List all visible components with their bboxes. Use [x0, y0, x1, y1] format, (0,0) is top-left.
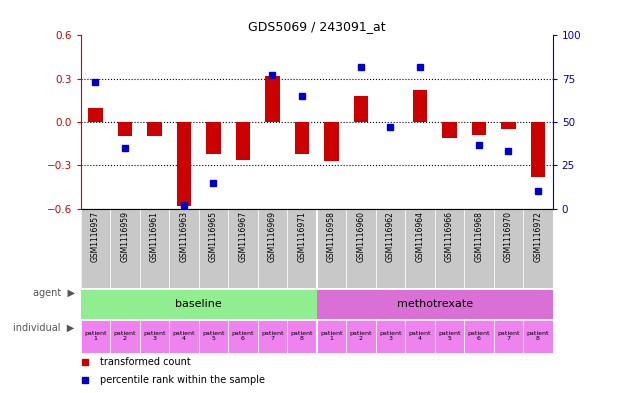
Text: agent  ▶: agent ▶	[32, 288, 75, 298]
Bar	[317, 290, 553, 319]
Bar	[317, 209, 347, 288]
Bar	[464, 321, 494, 353]
Text: patient
5: patient 5	[202, 331, 225, 342]
Bar	[347, 209, 376, 288]
Bar	[294, 122, 309, 154]
Bar	[140, 209, 169, 288]
Bar	[523, 209, 553, 288]
Bar	[81, 290, 317, 319]
Text: patient
8: patient 8	[291, 331, 313, 342]
Bar	[258, 321, 288, 353]
Bar	[501, 122, 516, 129]
Text: patient
4: patient 4	[409, 331, 431, 342]
Text: GSM1116957: GSM1116957	[91, 211, 100, 262]
Text: GSM1116972: GSM1116972	[533, 211, 542, 262]
Bar	[494, 209, 524, 288]
Bar	[435, 321, 465, 353]
Bar	[376, 321, 406, 353]
Text: GSM1116966: GSM1116966	[445, 211, 454, 262]
Text: patient
8: patient 8	[527, 331, 549, 342]
Bar	[229, 321, 258, 353]
Bar	[288, 209, 317, 288]
Bar	[471, 122, 486, 135]
Text: GSM1116961: GSM1116961	[150, 211, 159, 262]
Text: patient
7: patient 7	[497, 331, 520, 342]
Text: patient
6: patient 6	[232, 331, 254, 342]
Bar	[169, 209, 199, 288]
Text: percentile rank within the sample: percentile rank within the sample	[99, 375, 265, 385]
Bar	[258, 209, 288, 288]
Bar	[81, 321, 111, 353]
Text: GSM1116959: GSM1116959	[120, 211, 129, 262]
Bar	[317, 321, 347, 353]
Title: GDS5069 / 243091_at: GDS5069 / 243091_at	[248, 20, 386, 33]
Bar	[117, 122, 132, 136]
Bar	[464, 209, 494, 288]
Bar	[412, 90, 427, 122]
Text: GSM1116968: GSM1116968	[474, 211, 483, 262]
Text: patient
4: patient 4	[173, 331, 195, 342]
Bar	[88, 108, 103, 122]
Bar	[169, 321, 199, 353]
Bar	[376, 209, 406, 288]
Bar	[176, 122, 191, 206]
Bar	[523, 321, 553, 353]
Text: baseline: baseline	[175, 299, 222, 309]
Text: GSM1116964: GSM1116964	[415, 211, 424, 262]
Text: transformed count: transformed count	[99, 357, 191, 367]
Bar	[405, 209, 435, 288]
Text: GSM1116970: GSM1116970	[504, 211, 513, 262]
Text: patient
2: patient 2	[114, 331, 136, 342]
Text: individual  ▶: individual ▶	[13, 323, 75, 333]
Bar	[81, 209, 111, 288]
Text: GSM1116960: GSM1116960	[356, 211, 365, 262]
Bar	[530, 122, 545, 177]
Bar	[435, 209, 465, 288]
Bar	[265, 76, 280, 122]
Text: patient
5: patient 5	[438, 331, 461, 342]
Text: GSM1116967: GSM1116967	[238, 211, 247, 262]
Text: GSM1116971: GSM1116971	[297, 211, 306, 262]
Bar	[140, 321, 169, 353]
Bar	[147, 122, 162, 136]
Text: patient
3: patient 3	[143, 331, 166, 342]
Text: patient
1: patient 1	[84, 331, 107, 342]
Text: patient
1: patient 1	[320, 331, 343, 342]
Text: GSM1116962: GSM1116962	[386, 211, 395, 262]
Bar	[235, 122, 250, 160]
Text: patient
3: patient 3	[379, 331, 402, 342]
Bar	[111, 321, 140, 353]
Bar	[229, 209, 258, 288]
Bar	[324, 122, 339, 161]
Text: GSM1116963: GSM1116963	[179, 211, 188, 262]
Bar	[347, 321, 376, 353]
Text: methotrexate: methotrexate	[397, 299, 473, 309]
Text: GSM1116965: GSM1116965	[209, 211, 218, 262]
Bar	[206, 122, 221, 154]
Text: patient
6: patient 6	[468, 331, 490, 342]
Bar	[199, 209, 229, 288]
Bar	[353, 96, 368, 122]
Bar	[494, 321, 524, 353]
Bar	[442, 122, 457, 138]
Bar	[199, 321, 229, 353]
Text: GSM1116958: GSM1116958	[327, 211, 336, 262]
Bar	[111, 209, 140, 288]
Text: patient
2: patient 2	[350, 331, 372, 342]
Bar	[288, 321, 317, 353]
Text: GSM1116969: GSM1116969	[268, 211, 277, 262]
Text: patient
7: patient 7	[261, 331, 284, 342]
Bar	[405, 321, 435, 353]
